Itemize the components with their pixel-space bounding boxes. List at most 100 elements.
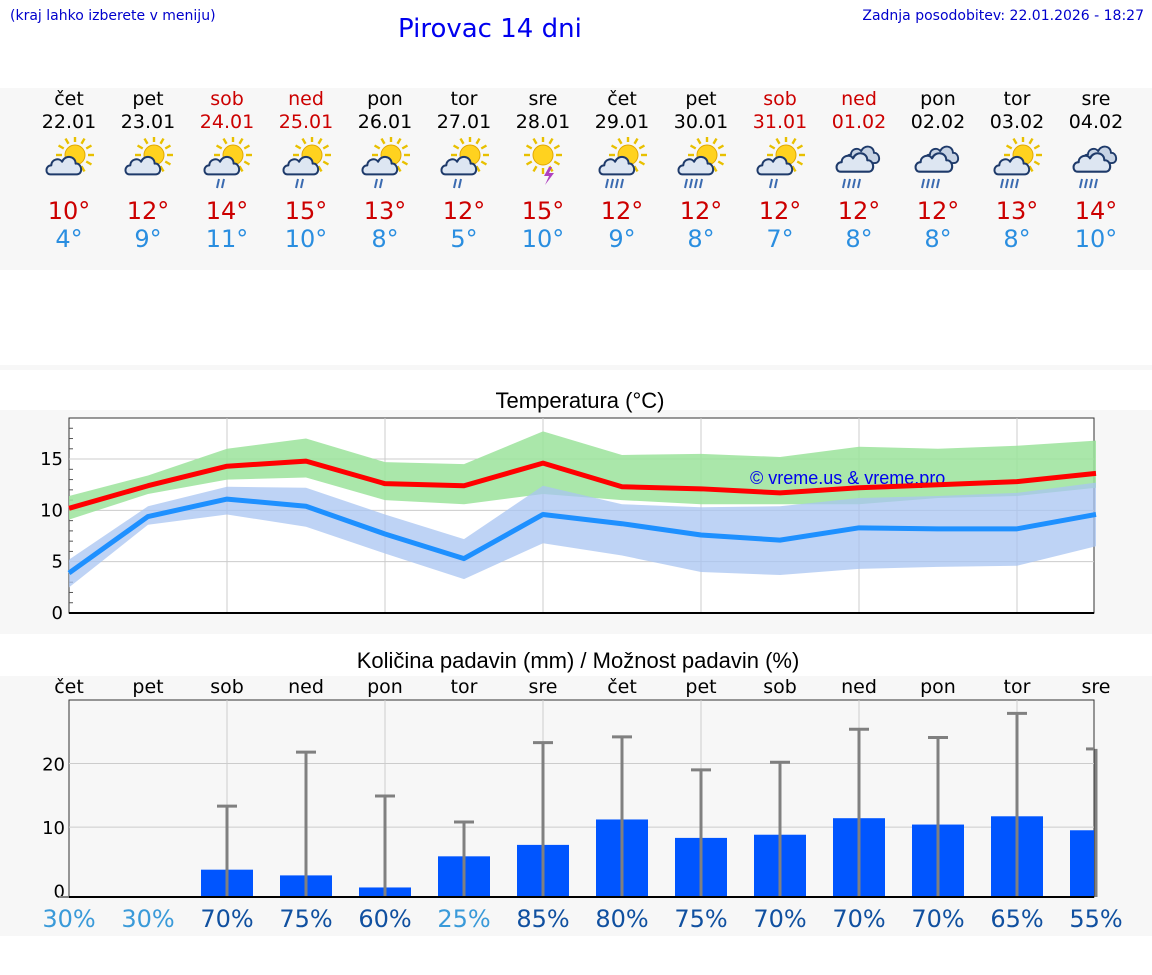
- max-temperature: 12°: [442, 197, 486, 225]
- max-temperature: 12°: [916, 197, 960, 225]
- precipitation-probability: 75%: [674, 905, 727, 933]
- day-date: 31.01: [752, 111, 808, 133]
- temperature-y-tick: 10: [40, 500, 63, 521]
- precipitation-day-label: čet: [54, 676, 84, 698]
- precipitation-y-tick: 20: [42, 755, 65, 776]
- day-name: pon: [920, 88, 956, 110]
- max-temperature: 13°: [363, 197, 407, 225]
- forecast-day: sob 31.01 12° 7°: [741, 88, 820, 253]
- day-name: ned: [841, 88, 877, 110]
- forecast-day: tor 27.01 12° 5°: [425, 88, 504, 253]
- min-temperature: 11°: [205, 225, 249, 253]
- precipitation-chart-title: Količina padavin (mm) / Možnost padavin …: [357, 648, 800, 673]
- forecast-day: čet 29.01 12° 9°: [583, 88, 662, 253]
- precipitation-probability: 70%: [911, 905, 964, 933]
- forecast-day: sre 04.02 14° 10°: [1057, 88, 1136, 253]
- page-title: Pirovac 14 dni: [398, 14, 582, 44]
- max-temperature: 12°: [837, 197, 881, 225]
- precipitation-probability: 55%: [1069, 905, 1122, 933]
- watermark: © vreme.us & vreme.pro: [750, 468, 945, 488]
- day-date: 27.01: [436, 111, 492, 133]
- precipitation-probability: 60%: [358, 905, 411, 933]
- sun-thunder-icon: [524, 137, 562, 185]
- min-temperature: 9°: [134, 225, 162, 253]
- precipitation-y-tick: 10: [42, 818, 65, 839]
- min-temperature: 8°: [845, 225, 873, 253]
- min-temperature: 5°: [450, 225, 478, 253]
- precipitation-day-label: ned: [288, 676, 324, 698]
- precipitation-day-label: čet: [607, 676, 637, 698]
- precipitation-day-label: tor: [451, 676, 478, 698]
- max-temperature: 12°: [758, 197, 802, 225]
- min-temperature-band: [69, 482, 1096, 588]
- day-name: čet: [607, 88, 637, 110]
- precipitation-y-tick: 0: [54, 882, 65, 903]
- max-temperature: 12°: [126, 197, 170, 225]
- max-temperature: 14°: [1074, 197, 1118, 225]
- day-date: 01.02: [831, 111, 887, 133]
- day-date: 24.01: [199, 111, 255, 133]
- min-temperature: 8°: [687, 225, 715, 253]
- temperature-y-tick: 15: [40, 449, 63, 470]
- precipitation-probability: 65%: [990, 905, 1043, 933]
- partly-cloudy-icon: [124, 137, 173, 176]
- precipitation-day-label: sre: [1082, 676, 1111, 698]
- location-hint: (kraj lahko izberete v meniju): [10, 8, 216, 24]
- day-name: pon: [367, 88, 403, 110]
- precipitation-day-label: ned: [841, 676, 877, 698]
- day-name: pet: [685, 88, 717, 110]
- max-temperature: 15°: [284, 197, 328, 225]
- precipitation-day-label: pet: [685, 676, 716, 698]
- precipitation-probability: 80%: [595, 905, 648, 933]
- precipitation-day-label: pet: [132, 676, 163, 698]
- day-date: 28.01: [515, 111, 571, 133]
- precipitation-day-label: tor: [1004, 676, 1031, 698]
- day-name: tor: [1003, 88, 1031, 110]
- precipitation-bar: [1070, 830, 1094, 897]
- min-temperature: 9°: [608, 225, 636, 253]
- day-name: čet: [54, 88, 84, 110]
- forecast-day: pon 26.01 13° 8°: [346, 88, 425, 253]
- day-name: pet: [132, 88, 164, 110]
- min-temperature: 8°: [1003, 225, 1031, 253]
- partly-cloudy-heavy-rain-icon: [677, 137, 726, 189]
- day-date: 25.01: [278, 111, 334, 133]
- max-temperature: 14°: [205, 197, 249, 225]
- precipitation-day-label: sob: [210, 676, 244, 698]
- partly-cloudy-rain-icon: [756, 137, 805, 189]
- precipitation-day-label: sob: [763, 676, 797, 698]
- min-temperature: 10°: [521, 225, 565, 253]
- day-name: sob: [763, 88, 797, 110]
- min-temperature-line: [67, 496, 1097, 576]
- partly-cloudy-rain-icon: [203, 137, 252, 189]
- precipitation-day-label: pon: [920, 676, 956, 698]
- min-temperature: 10°: [284, 225, 328, 253]
- max-temperature: 10°: [47, 197, 91, 225]
- forecast-day: čet 22.01 10° 4°: [30, 88, 109, 253]
- forecast-day: pet 23.01 12° 9°: [109, 88, 188, 253]
- day-date: 04.02: [1068, 111, 1124, 133]
- day-name: sob: [210, 88, 244, 110]
- day-name: sre: [1081, 88, 1111, 110]
- precipitation-probability: 30%: [121, 905, 174, 933]
- forecast-day: sob 24.01 14° 11°: [188, 88, 267, 253]
- min-temperature: 4°: [55, 225, 83, 253]
- forecast-day: pet 30.01 12° 8°: [662, 88, 741, 253]
- day-name: tor: [450, 88, 478, 110]
- forecast-day: tor 03.02 13° 8°: [978, 88, 1057, 253]
- precipitation-probability: 70%: [753, 905, 806, 933]
- day-date: 26.01: [357, 111, 413, 133]
- day-date: 02.02: [910, 111, 966, 133]
- forecast-day: pon 02.02 12° 8°: [899, 88, 978, 253]
- day-date: 29.01: [594, 111, 650, 133]
- precipitation-day-label: pon: [367, 676, 403, 698]
- temperature-y-tick: 0: [52, 603, 63, 624]
- precipitation-day-label: sre: [529, 676, 558, 698]
- last-updated: Zadnja posodobitev: 22.01.2026 - 18:27: [862, 8, 1144, 24]
- min-temperature: 7°: [766, 225, 794, 253]
- partly-cloudy-heavy-rain-icon: [598, 137, 647, 189]
- precipitation-probability: 75%: [279, 905, 332, 933]
- temperature-chart-title: Temperatura (°C): [496, 388, 665, 413]
- day-date: 03.02: [989, 111, 1045, 133]
